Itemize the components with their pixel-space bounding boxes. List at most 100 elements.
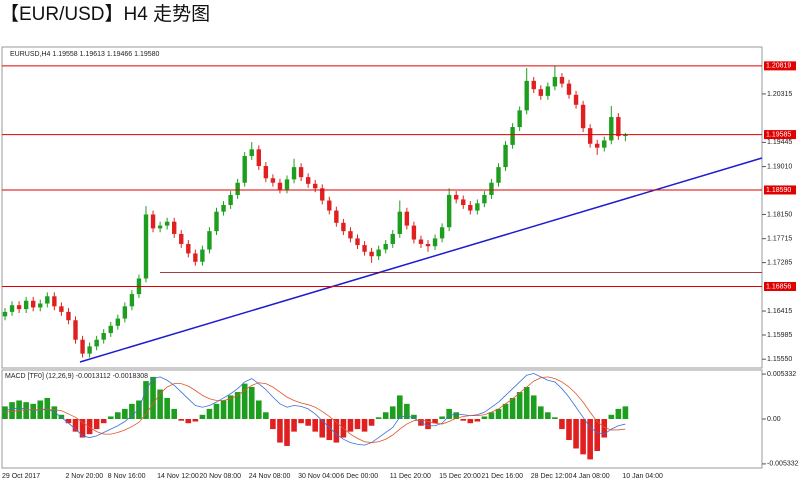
candle-body (439, 227, 445, 239)
candle-body (263, 166, 269, 179)
macd-bar (129, 403, 135, 419)
candle-body (587, 128, 593, 144)
candle-body (122, 306, 128, 319)
candle-body (214, 211, 219, 232)
macd-bar (192, 419, 199, 422)
candle-body (291, 167, 297, 180)
candle-body (376, 249, 381, 257)
level-tag (764, 130, 796, 140)
candle-body (432, 238, 438, 247)
macd-bar (199, 414, 206, 419)
candle-body (482, 194, 487, 204)
macd-bar (100, 419, 107, 424)
macd-bar (495, 408, 502, 419)
y-tick-label: 1.19010 (767, 163, 792, 170)
candle-body (503, 144, 508, 168)
candle-body (602, 140, 607, 148)
candle-body (580, 104, 586, 129)
candle-body (355, 238, 360, 246)
candle-body (461, 199, 466, 205)
y-tick-label: -0.005332 (767, 461, 799, 468)
candle-body (45, 296, 50, 304)
candle-body (425, 243, 431, 247)
macd-bar (573, 419, 579, 449)
y-tick-label: 1.17715 (767, 236, 792, 243)
y-tick-label: 0.005332 (767, 371, 796, 378)
candle-body (397, 211, 402, 234)
macd-bar (425, 419, 431, 430)
y-tick-label: 1.20315 (767, 91, 792, 98)
x-tick-label: 11 Dec 20:00 (390, 473, 431, 480)
macd-bar (516, 392, 523, 419)
candle-body (270, 178, 276, 183)
y-tick-label: 1.15550 (767, 356, 792, 363)
macd-bar (284, 419, 290, 446)
level-label: 1.19585 (766, 131, 791, 138)
macd-bar (587, 419, 593, 460)
macd-bar (164, 397, 170, 419)
macd-bar (234, 392, 241, 419)
candle-body (341, 222, 346, 232)
macd-bar (319, 419, 326, 438)
y-tick-label: 1.18150 (767, 211, 792, 218)
x-tick-label: 2 Nov 20:00 (65, 473, 103, 480)
macd-bar (157, 389, 163, 419)
macd-bar (361, 419, 368, 432)
macd-bar (213, 403, 220, 419)
candle-body (362, 245, 367, 252)
x-tick-label: 30 Nov 04:00 (298, 473, 340, 480)
candle-body (249, 149, 254, 157)
level-label: 1.18590 (766, 187, 791, 194)
x-tick-label: 10 Jan 04:00 (622, 473, 663, 480)
candle-body (418, 239, 424, 244)
macd-bar (291, 419, 297, 432)
candle-body (411, 225, 417, 240)
candle-body (517, 110, 522, 128)
macd-bar (467, 419, 474, 424)
macd-header: MACD [TF0] (12,26,9) -0.0013112 -0.00183… (5, 373, 148, 380)
macd-bar (481, 416, 488, 419)
macd-bar (615, 408, 622, 419)
macd-bar (263, 412, 269, 419)
candle-body (80, 339, 85, 354)
candle-body (115, 318, 120, 326)
macd-bar (93, 419, 100, 430)
x-tick-label: 29 Oct 2017 (2, 473, 40, 480)
macd-bar (545, 412, 551, 419)
macd-bar (622, 406, 629, 419)
candle-body (559, 76, 565, 84)
macd-bar (404, 403, 410, 419)
candle-body (66, 311, 71, 321)
macd-bar (530, 395, 537, 419)
macd-bar (375, 417, 382, 419)
page-title: 【EUR/USD】H4 走势图 (0, 3, 210, 25)
candle-body (59, 306, 64, 312)
candle-body (390, 233, 395, 244)
macd-bar (368, 419, 375, 426)
macd-bar (107, 416, 114, 419)
candle-body (320, 188, 325, 201)
macd-bar (326, 419, 333, 441)
macd-bar (594, 419, 600, 451)
macd-bar (411, 414, 417, 419)
macd-bar (566, 419, 572, 441)
x-tick-label: 20 Nov 08:00 (199, 473, 241, 480)
candle-body (327, 200, 332, 211)
candle-body (348, 231, 353, 239)
macd-bar (601, 419, 608, 438)
macd-bar (86, 419, 93, 435)
price-header: EURUSD,H4 1.19558 1.19613 1.19466 1.1958… (10, 51, 160, 58)
candle-body (87, 346, 92, 354)
x-tick-label: 14 Nov 12:00 (157, 473, 199, 480)
macd-bar (171, 408, 177, 419)
x-tick-label: 6 Dec 00:00 (340, 473, 378, 480)
macd-bar (502, 403, 509, 419)
candle-body (23, 300, 29, 310)
candle-body (595, 143, 600, 148)
level-label: 1.20819 (766, 63, 791, 70)
macd-bar (460, 419, 467, 421)
macd-bar (206, 408, 213, 419)
macd-bar (432, 419, 438, 424)
candle-body (313, 183, 318, 189)
level-tag (764, 185, 796, 195)
